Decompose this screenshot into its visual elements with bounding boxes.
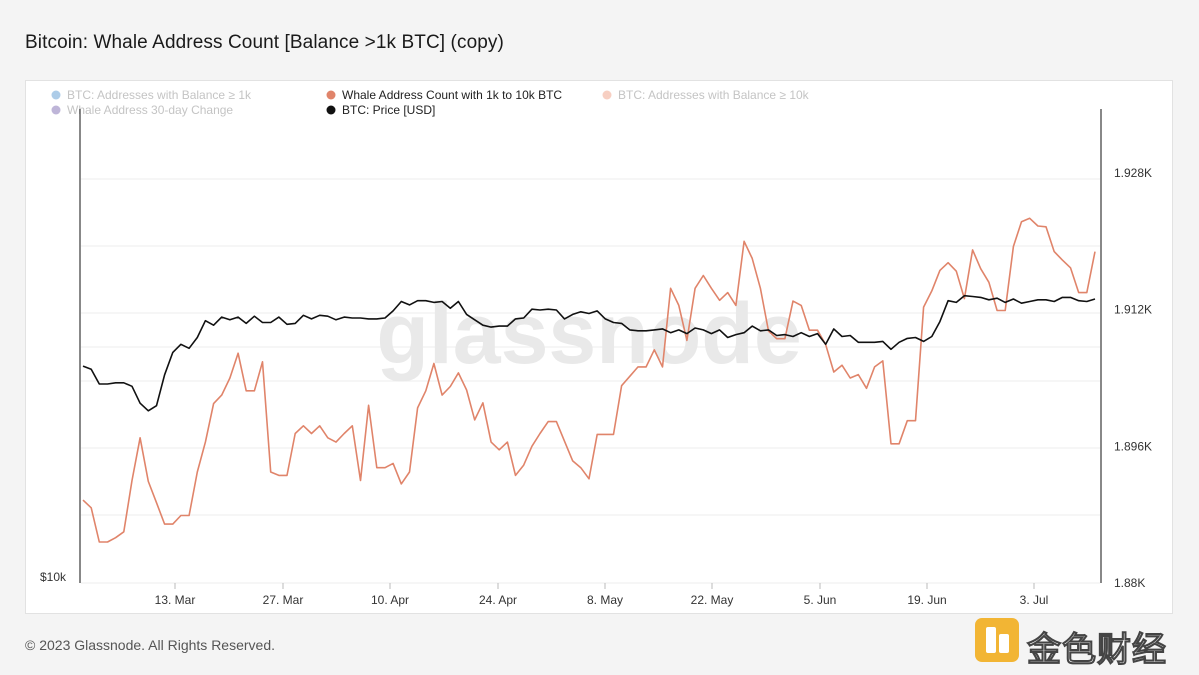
legend-item[interactable]: BTC: Addresses with Balance ≥ 1k <box>51 88 253 102</box>
legend-label: Whale Address Count with 1k to 10k BTC <box>342 88 562 102</box>
legend-marker-icon <box>51 90 61 100</box>
x-tick-label: 10. Apr <box>371 593 409 607</box>
btc-price-line[interactable] <box>82 294 1096 412</box>
x-axis-ticks: 13. Mar 27. Mar 10. Apr 24. Apr 8. May 22. Ma… <box>155 583 1049 607</box>
x-tick-label: 22. May <box>691 593 734 607</box>
legend-item[interactable]: Whale Address 30-day Change <box>51 103 234 117</box>
right-axis-tick-label: 1.88K <box>1114 576 1145 590</box>
legend-label: BTC: Addresses with Balance ≥ 1k <box>67 88 252 102</box>
x-tick-label: 13. Mar <box>155 593 196 607</box>
x-tick-label: 5. Jun <box>804 593 837 607</box>
x-tick-label: 24. Apr <box>479 593 517 607</box>
right-axis-tick-label: 1.928K <box>1114 166 1152 180</box>
chart-svg[interactable]: glassnode BTC: Addresses with Balance ≥ … <box>26 81 1174 615</box>
copyright-footer: © 2023 Glassnode. All Rights Reserved. <box>25 637 276 653</box>
right-axis-tick-label: 1.912K <box>1114 303 1152 317</box>
left-axis-tick-label: $10k <box>40 570 67 584</box>
legend-label: BTC: Addresses with Balance ≥ 10k <box>618 88 810 102</box>
legend-marker-icon <box>51 105 61 115</box>
corner-watermark: 金色财经 <box>975 616 1191 671</box>
legend-item[interactable]: Whale Address Count with 1k to 10k BTC <box>326 88 563 102</box>
right-axis-tick-label: 1.896K <box>1114 439 1152 453</box>
series-group <box>82 217 1096 543</box>
chart-panel: glassnode BTC: Addresses with Balance ≥ … <box>25 80 1173 614</box>
page-title: Bitcoin: Whale Address Count [Balance >1… <box>25 32 504 53</box>
x-tick-label: 3. Jul <box>1020 593 1049 607</box>
legend-item[interactable]: BTC: Addresses with Balance ≥ 10k <box>602 88 810 102</box>
x-tick-label: 8. May <box>587 593 623 607</box>
legend: BTC: Addresses with Balance ≥ 1k Whale Ad… <box>51 88 810 117</box>
legend-marker-icon <box>326 105 336 115</box>
watermark-text: glassnode <box>376 286 801 382</box>
legend-label: BTC: Price [USD] <box>342 103 435 117</box>
corner-watermark-text: 金色财经 <box>1027 630 1167 671</box>
jinse-logo-icon <box>975 618 1019 662</box>
legend-marker-icon <box>326 90 336 100</box>
legend-item[interactable]: BTC: Price [USD] <box>326 103 436 117</box>
whale-1k-10k-line[interactable] <box>82 217 1096 543</box>
legend-marker-icon <box>602 90 612 100</box>
legend-label: Whale Address 30-day Change <box>67 103 233 117</box>
x-tick-label: 19. Jun <box>907 593 946 607</box>
x-tick-label: 27. Mar <box>263 593 304 607</box>
y-axis-ticks: 1.88K 1.896K 1.912K 1.928K $10k <box>40 166 1152 590</box>
